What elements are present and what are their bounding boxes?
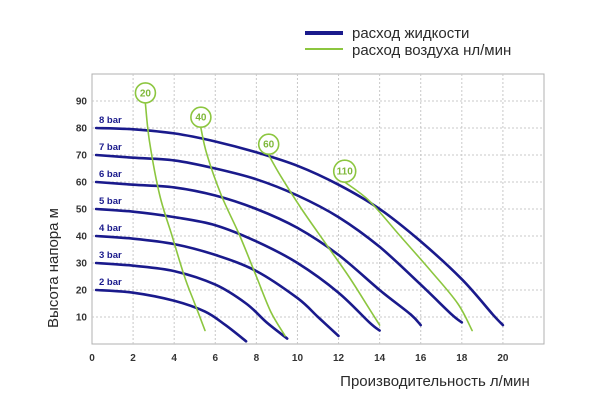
liquid-curve-3-bar bbox=[94, 261, 289, 340]
liquid-flow-curves bbox=[94, 126, 505, 343]
x-tick-label: 8 bbox=[254, 353, 260, 364]
x-tick-label: 4 bbox=[171, 353, 177, 364]
y-tick-label: 40 bbox=[76, 232, 88, 243]
pressure-label-2-bar: 2 bar bbox=[99, 277, 122, 288]
liquid-curve-6-bar bbox=[94, 180, 422, 327]
air-label-badge-110 bbox=[332, 159, 357, 183]
pressure-label-4-bar: 4 bar bbox=[99, 223, 122, 234]
legend: расход жидкости расход воздуха нл/мин bbox=[305, 25, 511, 59]
y-tick-label: 70 bbox=[76, 151, 88, 162]
x-tick-label: 14 bbox=[374, 353, 386, 364]
y-tick-label: 20 bbox=[76, 286, 88, 297]
air-curve-60 bbox=[267, 154, 381, 326]
y-tick-label: 60 bbox=[76, 178, 88, 189]
air-label-40: 40 bbox=[195, 113, 207, 124]
pressure-label-8-bar: 8 bar bbox=[99, 115, 122, 126]
x-tick-label: 10 bbox=[292, 353, 304, 364]
liquid-curve-8-bar bbox=[94, 126, 505, 327]
grid bbox=[92, 74, 544, 344]
liquid-curve-4-bar bbox=[94, 234, 340, 338]
air-label-110: 110 bbox=[337, 167, 354, 178]
pressure-labels: 2 bar 3 bar 4 bar 5 bar 6 bar 7 bar 8 bar bbox=[99, 115, 122, 288]
x-tick-label: 16 bbox=[415, 353, 427, 364]
y-axis-title: Высота напора м bbox=[45, 208, 62, 328]
air-flow-curves: 20 40 60 110 bbox=[134, 82, 473, 337]
air-label-badge-40 bbox=[190, 106, 212, 128]
liquid-curve-7-bar bbox=[94, 153, 464, 324]
air-curve-20 bbox=[144, 102, 206, 332]
y-tick-label: 90 bbox=[76, 97, 88, 108]
liquid-curve-5-bar bbox=[94, 207, 381, 332]
air-label-20: 20 bbox=[140, 88, 152, 99]
pressure-label-7-bar: 7 bar bbox=[99, 142, 122, 153]
air-label-badge-60 bbox=[257, 133, 280, 155]
air-label-badge-20 bbox=[134, 82, 157, 104]
y-axis-ticks: 10 20 30 40 50 60 70 80 90 bbox=[76, 97, 88, 324]
x-tick-label: 20 bbox=[497, 353, 509, 364]
liquid-curve-2-bar bbox=[94, 288, 248, 343]
x-tick-label: 6 bbox=[212, 353, 218, 364]
pressure-label-5-bar: 5 bar bbox=[99, 196, 122, 207]
y-tick-label: 30 bbox=[76, 259, 88, 270]
air-label-60: 60 bbox=[263, 140, 275, 151]
pressure-label-6-bar: 6 bar bbox=[99, 169, 122, 180]
x-tick-label: 18 bbox=[456, 353, 468, 364]
x-axis-title: Производительность л/мин bbox=[340, 373, 530, 390]
x-axis-ticks: 0 2 4 6 8 10 12 14 16 18 20 bbox=[89, 353, 509, 364]
legend-air-label: расход воздуха нл/мин bbox=[352, 42, 511, 59]
legend-liquid-label: расход жидкости bbox=[352, 25, 469, 42]
y-tick-label: 80 bbox=[76, 124, 88, 135]
pressure-label-3-bar: 3 bar bbox=[99, 250, 122, 261]
x-tick-label: 0 bbox=[89, 353, 95, 364]
y-tick-label: 10 bbox=[76, 313, 88, 324]
x-tick-label: 12 bbox=[333, 353, 345, 364]
x-tick-label: 2 bbox=[130, 353, 136, 364]
air-curve-110 bbox=[343, 181, 473, 332]
y-tick-label: 50 bbox=[76, 205, 88, 216]
air-curve-40 bbox=[200, 127, 286, 337]
